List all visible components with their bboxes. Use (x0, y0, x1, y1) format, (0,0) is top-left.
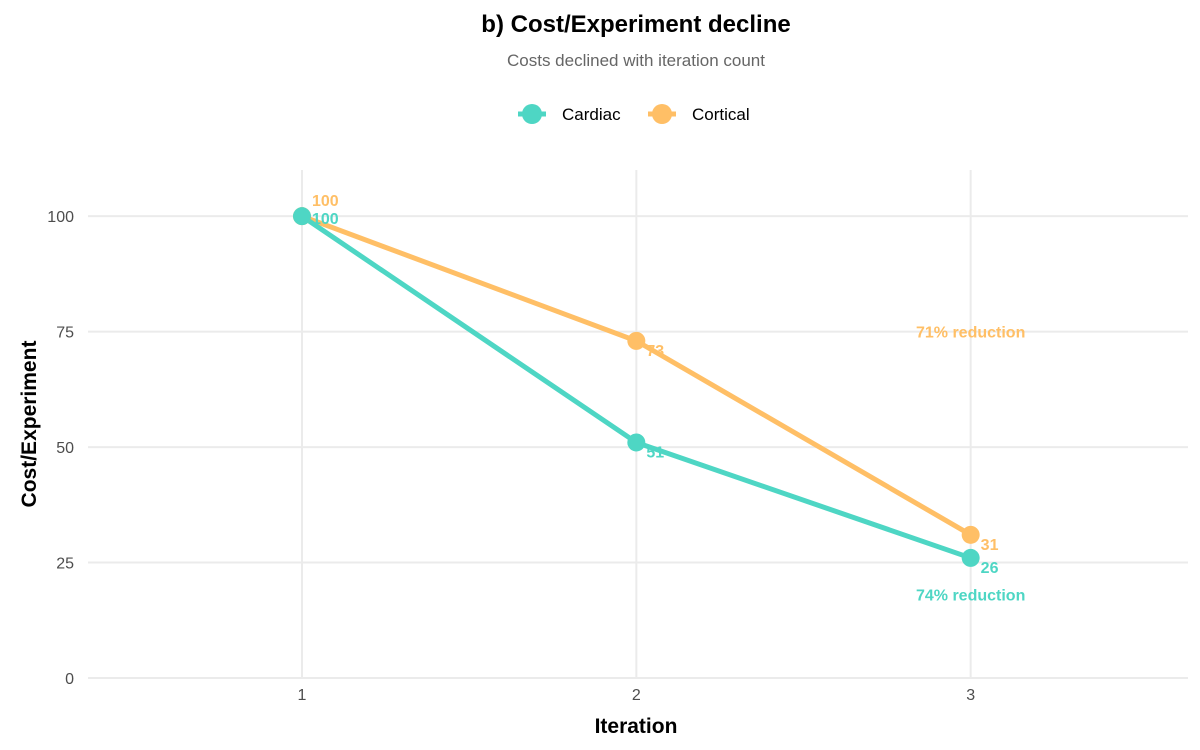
y-axis-title: Cost/Experiment (18, 341, 41, 508)
data-label-cardiac: 26 (981, 560, 999, 577)
y-tick-label: 0 (65, 671, 74, 688)
chart-title: b) Cost/Experiment decline (481, 11, 790, 38)
x-tick-label: 3 (966, 687, 975, 704)
data-label-cortical: 100 (312, 193, 339, 210)
y-tick-label: 50 (56, 440, 74, 457)
annotation: 71% reduction (916, 325, 1025, 342)
x-axis-title: Iteration (595, 715, 678, 738)
data-point-cardiac (627, 433, 646, 452)
legend: Cardiac Cortical (518, 104, 750, 124)
data-label-cortical: 31 (981, 537, 999, 554)
series-layer: 100 73 31 100 51 26 71% reduction 74% reduction (292, 193, 1025, 605)
legend-key-point (522, 104, 542, 124)
x-axis-ticks: 1 2 3 (298, 687, 976, 704)
annotation: 74% reduction (916, 588, 1025, 605)
data-label-cardiac: 51 (646, 444, 664, 461)
x-tick-label: 2 (632, 687, 641, 704)
legend-label-cardiac: Cardiac (562, 105, 621, 124)
legend-key-point (652, 104, 672, 124)
legend-label-cortical: Cortical (692, 105, 750, 124)
data-point-cortical (961, 525, 980, 544)
y-tick-label: 25 (56, 556, 74, 573)
data-label-cardiac: 100 (312, 211, 339, 228)
y-axis-ticks: 0 25 50 75 100 (47, 209, 74, 688)
y-tick-label: 75 (56, 325, 74, 342)
x-tick-label: 1 (298, 687, 307, 704)
data-point-cortical (627, 331, 646, 350)
data-point-cardiac (292, 207, 311, 226)
chart-subtitle: Costs declined with iteration count (507, 51, 765, 70)
y-tick-label: 100 (47, 209, 74, 226)
data-label-cortical: 73 (646, 343, 664, 360)
data-point-cardiac (961, 548, 980, 567)
